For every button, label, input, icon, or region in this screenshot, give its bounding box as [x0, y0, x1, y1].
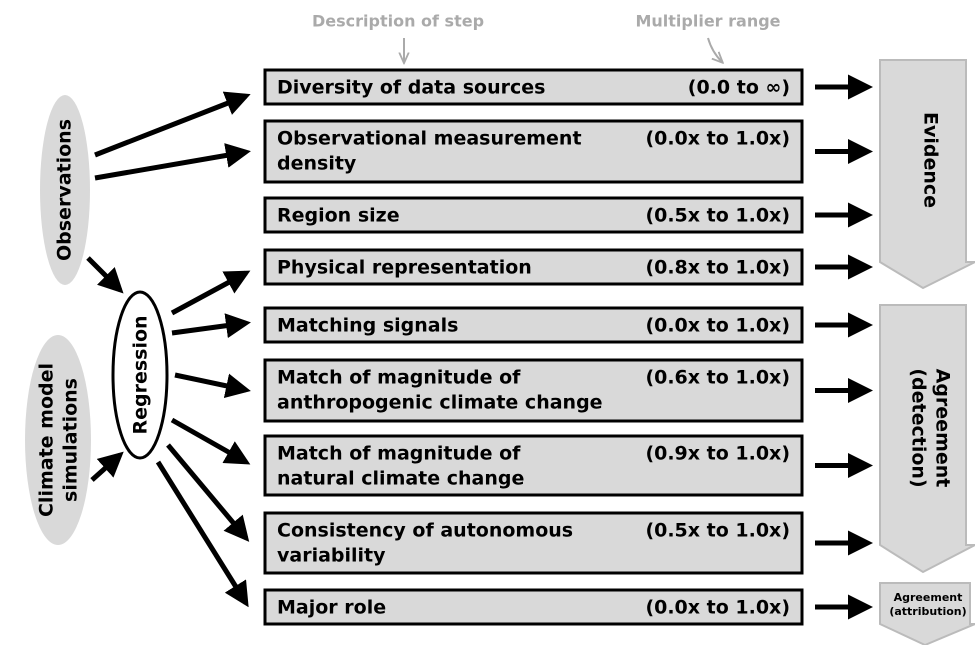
observations-node [40, 95, 90, 285]
detection-label: (detection) [908, 368, 930, 487]
header-multiplier: Multiplier range [635, 12, 780, 31]
step-range: (0.9x to 1.0x) [645, 443, 790, 465]
step-box [263, 196, 804, 234]
step-box [263, 119, 804, 184]
step-range: (0.0x to 1.0x) [645, 597, 790, 619]
detection-arrow [879, 304, 975, 574]
step-description: natural climate change [277, 468, 524, 490]
step-description: anthropogenic climate change [277, 392, 603, 414]
step-range: (0.5x to 1.0x) [645, 520, 790, 542]
step-description: Region size [277, 205, 400, 227]
step-description: variability [277, 545, 386, 567]
header-arrow [707, 37, 722, 62]
observations-label: Observations [54, 119, 76, 261]
models-node [25, 335, 91, 545]
regression-label: Regression [130, 315, 152, 434]
evidence-arrow [879, 59, 975, 290]
step-box [263, 68, 804, 106]
step-description: density [277, 153, 357, 175]
input-arrows [86, 91, 251, 608]
step-range: (0.0x to 1.0x) [645, 315, 790, 337]
step-description: Consistency of autonomous [277, 520, 573, 542]
evidence-label: Evidence [920, 112, 942, 208]
step-description: Major role [277, 597, 386, 619]
step-box [263, 306, 804, 344]
step-description: Matching signals [277, 315, 458, 337]
header-description: Description of step [312, 12, 484, 31]
step-box [263, 511, 804, 575]
step-box [263, 588, 804, 626]
step-range: (0.0x to 1.0x) [645, 128, 790, 150]
models-label: simulations [60, 378, 82, 502]
attribution-label: Agreement [894, 591, 963, 604]
step-range: (0.5x to 1.0x) [645, 205, 790, 227]
step-box [263, 358, 804, 423]
step-description: Physical representation [277, 257, 532, 279]
step-range: (0.8x to 1.0x) [645, 257, 790, 279]
step-range: (0.6x to 1.0x) [645, 367, 790, 389]
attribution-arrow [879, 582, 975, 645]
step-box [263, 434, 804, 497]
models-label: Climate model [36, 363, 58, 517]
step-range: (0.0 to ∞) [688, 77, 790, 99]
step-box [263, 248, 804, 286]
step-description: Match of magnitude of [277, 443, 521, 465]
step-description: Diversity of data sources [277, 77, 545, 99]
detection-label: Agreement [932, 369, 954, 488]
regression-node [111, 290, 169, 460]
step-description: Match of magnitude of [277, 367, 521, 389]
attribution-label: (attribution) [889, 605, 966, 618]
step-description: Observational measurement [277, 128, 582, 150]
